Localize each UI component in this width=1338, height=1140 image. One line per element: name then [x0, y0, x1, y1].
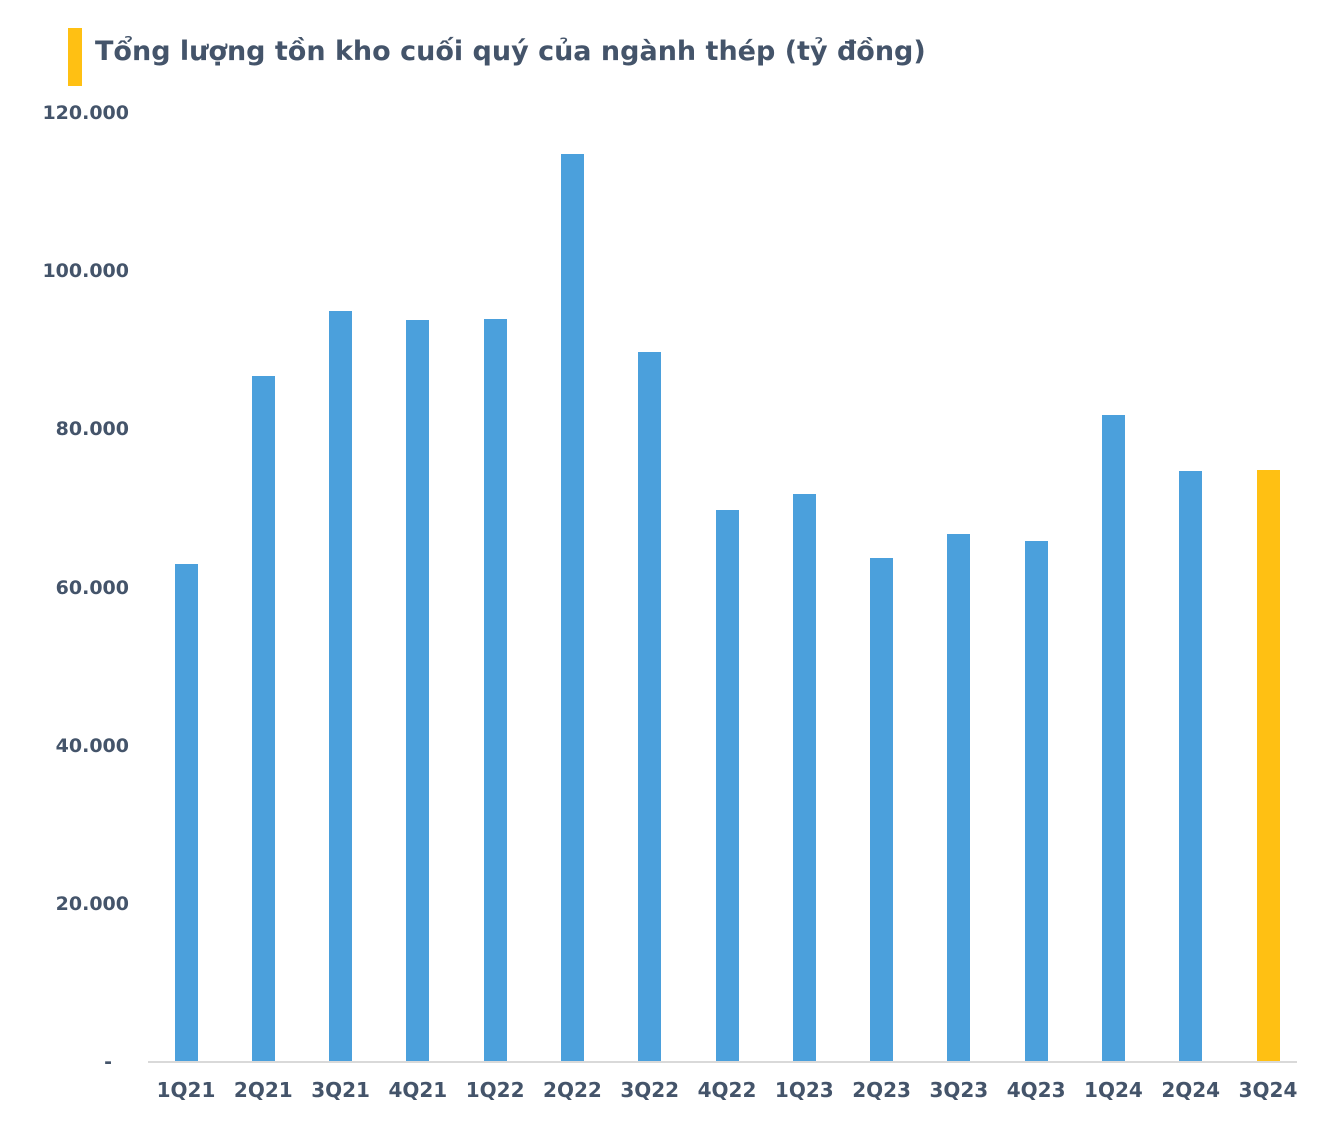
x-label-4Q22: 4Q22 [697, 1078, 757, 1102]
x-label-3Q22: 3Q22 [620, 1078, 680, 1102]
x-label-1Q22: 1Q22 [465, 1078, 525, 1102]
bar-1Q24 [1101, 415, 1125, 1062]
chart-title: Tổng lượng tồn kho cuối quý của ngành th… [95, 36, 926, 67]
y-tick-0: - [104, 1051, 112, 1073]
x-axis-line [148, 1061, 1297, 1063]
y-tick-20000: 20.000 [55, 892, 129, 915]
x-label-1Q24: 1Q24 [1084, 1078, 1143, 1102]
x-label-1Q21: 1Q21 [156, 1078, 216, 1102]
y-tick-60000: 60.000 [55, 576, 129, 599]
bar-2Q21 [251, 376, 275, 1062]
bar-2Q22 [560, 154, 584, 1062]
x-label-2Q23: 2Q23 [852, 1078, 911, 1102]
x-label-3Q24: 3Q24 [1238, 1078, 1298, 1102]
bar-1Q23 [792, 494, 816, 1062]
bar-2Q24 [1179, 471, 1203, 1062]
x-label-2Q24: 2Q24 [1161, 1078, 1221, 1102]
bar-1Q22 [483, 319, 507, 1062]
bar-1Q21 [174, 563, 198, 1062]
bar-3Q21 [329, 310, 353, 1062]
title-accent-bar [68, 28, 82, 86]
y-tick-40000: 40.000 [55, 734, 129, 757]
bar-4Q23 [1024, 540, 1048, 1062]
x-label-2Q21: 2Q21 [233, 1078, 293, 1102]
bar-3Q22 [638, 351, 662, 1062]
x-label-2Q22: 2Q22 [543, 1078, 602, 1102]
y-tick-120000: 120.000 [42, 102, 129, 124]
bar-2Q23 [870, 558, 894, 1062]
y-tick-100000: 100.000 [42, 260, 129, 283]
x-label-4Q23: 4Q23 [1006, 1078, 1066, 1102]
x-label-3Q23: 3Q23 [929, 1078, 989, 1102]
bar-3Q23 [947, 533, 971, 1062]
x-label-3Q21: 3Q21 [311, 1078, 370, 1102]
bar-4Q21 [406, 320, 430, 1062]
bar-3Q24 [1256, 470, 1280, 1062]
x-label-1Q23: 1Q23 [774, 1078, 834, 1102]
y-tick-80000: 80.000 [55, 418, 129, 441]
x-label-4Q21: 4Q21 [388, 1078, 448, 1102]
bar-4Q22 [715, 509, 739, 1062]
